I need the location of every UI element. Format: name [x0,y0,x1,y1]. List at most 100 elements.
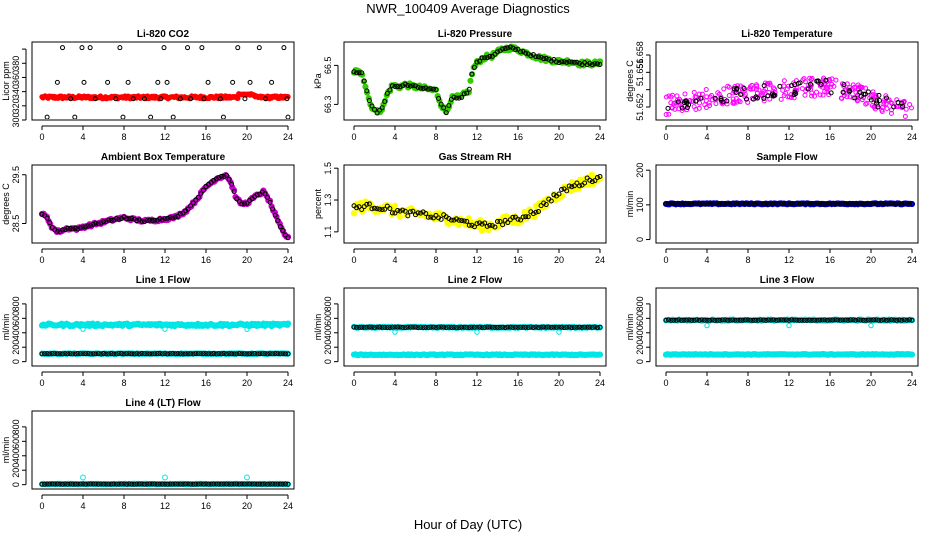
data-point [858,317,864,323]
data-point [487,222,493,228]
data-point [783,90,789,96]
data-point [451,94,457,100]
data-point [252,481,258,487]
data-point [85,351,91,357]
data-point [487,53,493,59]
data-point [103,218,109,224]
data-point [392,324,398,330]
data-point [267,199,273,205]
data-point [379,207,385,213]
data-point [397,208,403,214]
data-point [663,201,669,207]
y-tick-label: 340 [11,84,21,99]
y-tick-label: 100 [635,197,645,212]
data-point [686,317,692,323]
data-point [799,351,805,357]
data-point [387,205,393,211]
data-point [142,96,147,102]
data-point [39,211,45,217]
data-point [668,351,674,357]
data-point [420,85,426,91]
data-point [760,201,766,207]
data-point [569,59,575,65]
data-point [505,352,511,358]
data-point [761,95,767,101]
data-point [909,317,915,323]
data-point [281,45,287,51]
data-point [663,94,669,100]
x-tick-label: 16 [201,132,211,142]
data-point [423,352,429,358]
data-point [789,352,795,358]
data-point [533,324,539,330]
data-point [88,481,94,487]
data-point [489,223,495,229]
data-point [75,351,81,357]
data-point [802,92,808,98]
data-point [824,317,830,323]
data-point [696,201,702,207]
data-point [60,322,65,328]
data-point [106,481,112,487]
data-layer [662,200,916,208]
data-point [161,45,167,51]
data-point [684,351,689,357]
data-point [459,324,465,330]
data-point [108,351,114,357]
data-point [902,113,908,119]
x-tick-label: 12 [784,378,794,388]
data-point [466,352,472,358]
data-point [742,352,748,358]
data-point [162,481,168,487]
data-point [489,352,495,358]
data-point [704,351,710,357]
data-point [359,324,365,330]
data-point [512,47,518,53]
data-point [436,352,442,358]
x-tick-label: 8 [433,378,438,388]
data-point [93,220,99,226]
data-point [47,351,53,357]
data-point [49,322,55,328]
data-point [262,321,268,327]
data-point [666,111,672,117]
data-point [451,352,457,358]
data-point [750,201,756,207]
data-point [226,176,232,182]
data-point [54,351,60,357]
data-point [781,201,787,207]
data-point [72,114,78,119]
data-point [881,351,887,357]
data-point [559,59,565,65]
data-point [244,326,250,332]
y-axis-label: ml/min [625,191,635,218]
data-point [387,87,393,93]
data-point [469,324,475,330]
series-base [38,474,292,488]
data-point [44,481,50,487]
data-point [474,329,480,335]
data-point [502,325,508,331]
data-point [425,352,431,358]
data-point [813,89,819,95]
data-point [172,214,178,220]
data-point [801,201,807,207]
data-point [785,83,791,89]
data-point [354,352,360,358]
data-point [155,79,161,85]
data-point [175,213,181,219]
data-point [794,351,800,357]
data-point [175,351,181,357]
data-point [525,214,531,220]
data-point [737,351,743,357]
data-point [730,317,736,323]
data-point [389,83,395,89]
data-point [564,324,570,330]
data-point [270,321,276,327]
data-point [791,317,797,323]
x-tick-label: 8 [745,378,750,388]
y-tick-label: 400 [323,325,333,340]
data-point [42,322,48,328]
data-point [479,221,485,227]
data-point [272,481,278,487]
